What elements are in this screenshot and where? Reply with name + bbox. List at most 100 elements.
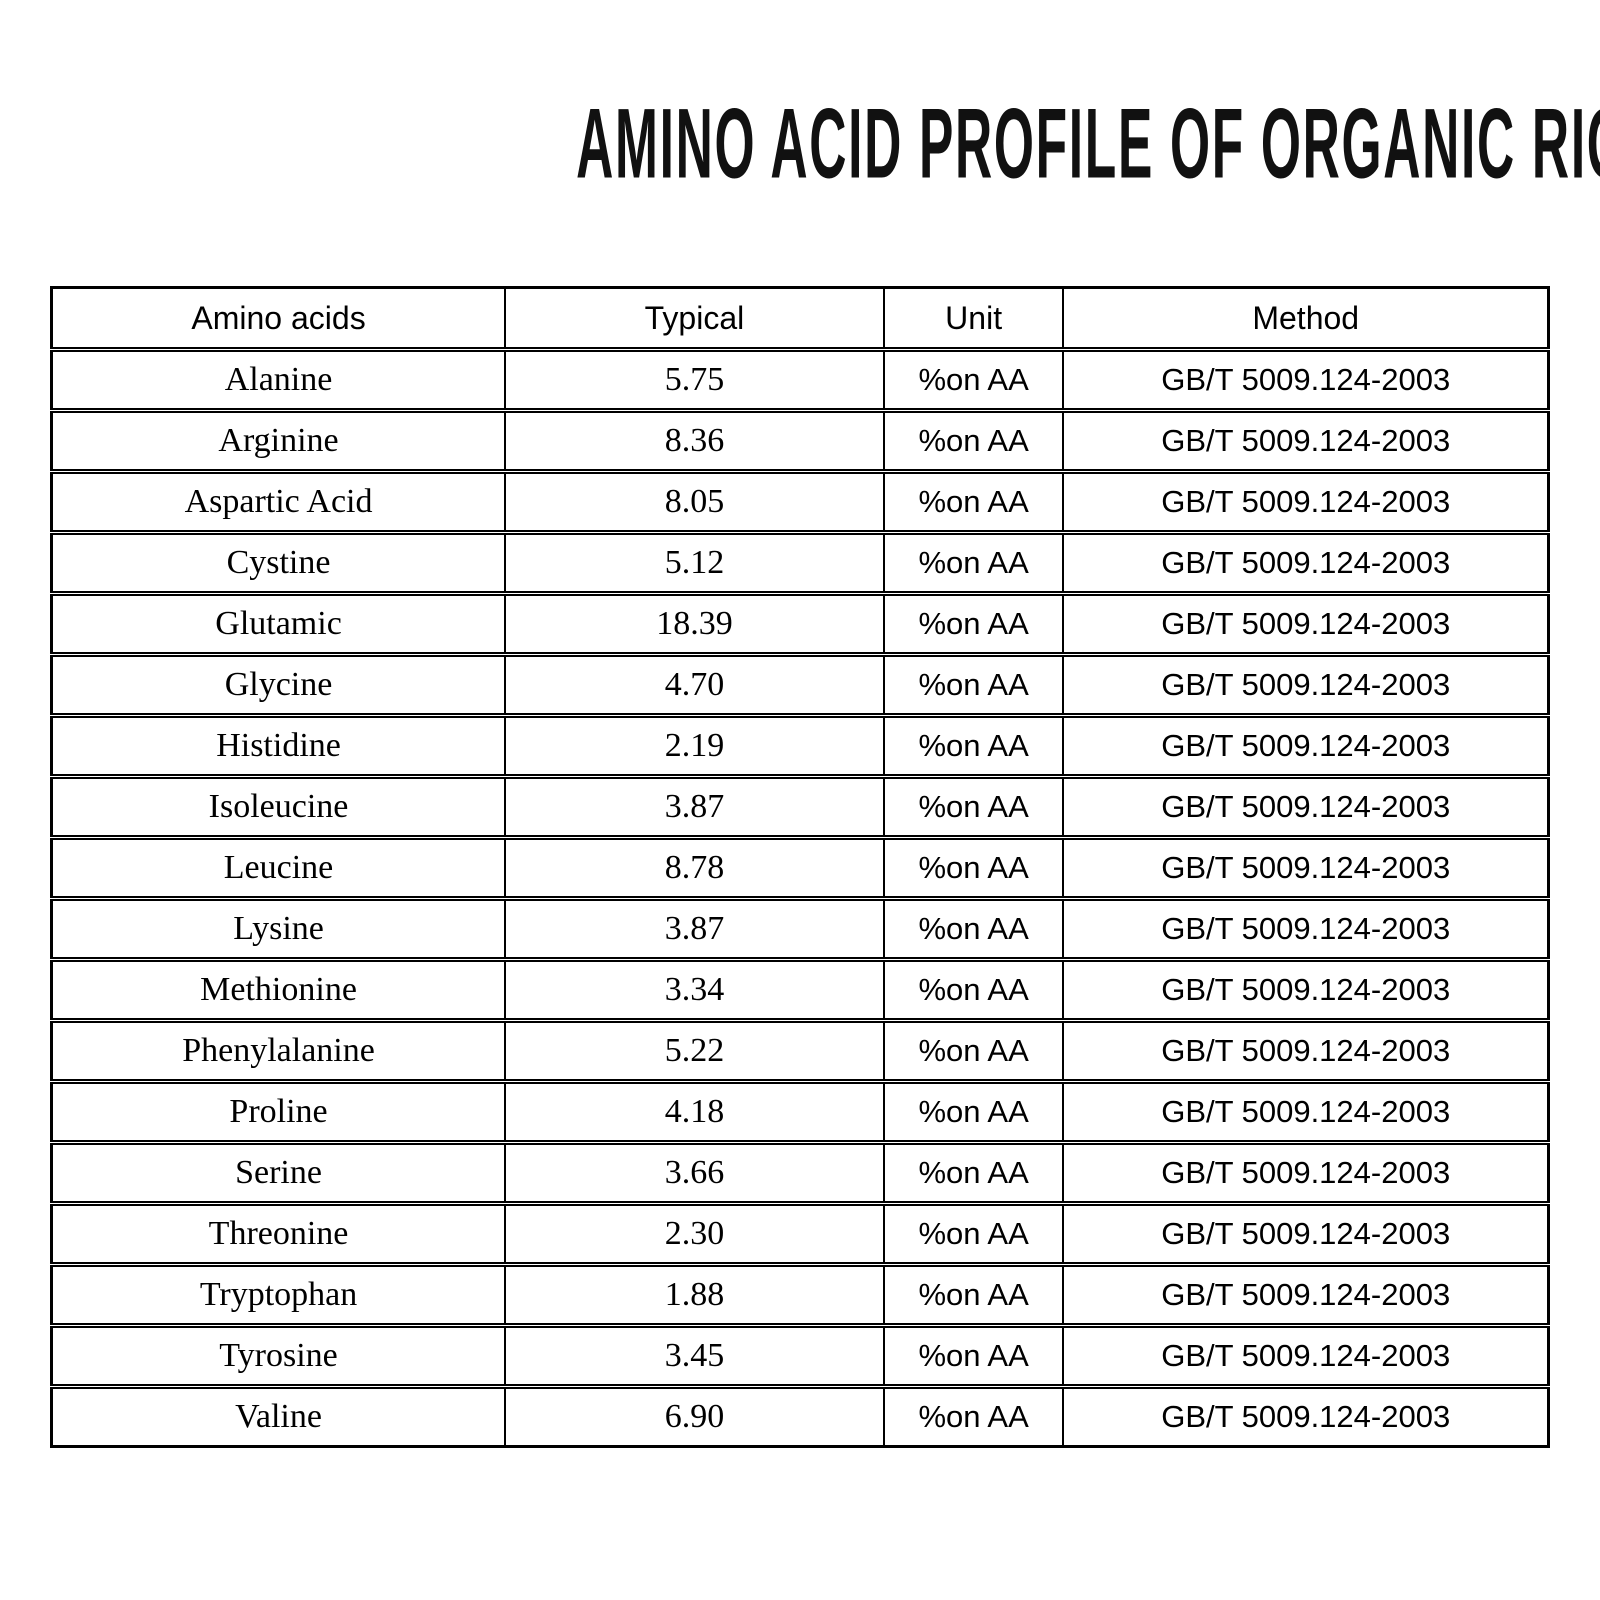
typical-cell: 8.36 [504, 408, 884, 472]
amino-acid-cell: Arginine [50, 408, 506, 472]
column-header-typical: Typical [504, 287, 884, 350]
amino-acid-table: Amino acids Typical Unit Method Alanine 5… [50, 286, 1550, 1448]
table-row: Alanine 5.75 %on AA GB/T 5009.124-2003 [50, 347, 1549, 411]
typical-cell: 5.12 [504, 530, 884, 594]
amino-acid-cell: Leucine [50, 835, 506, 899]
typical-cell: 5.75 [504, 347, 884, 411]
amino-acid-cell: Lysine [50, 896, 506, 960]
typical-cell: 1.88 [504, 1262, 884, 1326]
table-row: Arginine 8.36 %on AA GB/T 5009.124-2003 [50, 408, 1549, 472]
amino-acid-cell: Histidine [50, 713, 506, 777]
unit-cell: %on AA [882, 1140, 1064, 1204]
table-row: Methionine 3.34 %on AA GB/T 5009.124-2003 [50, 957, 1549, 1021]
method-cell: GB/T 5009.124-2003 [1062, 1262, 1549, 1326]
table-row: Cystine 5.12 %on AA GB/T 5009.124-2003 [50, 530, 1549, 594]
unit-cell: %on AA [882, 1018, 1064, 1082]
typical-cell: 6.90 [504, 1384, 884, 1447]
amino-acid-cell: Methionine [50, 957, 506, 1021]
table-body: Alanine 5.75 %on AA GB/T 5009.124-2003 Argin… [50, 347, 1549, 1447]
amino-acid-cell: Cystine [50, 530, 506, 594]
table-row: Valine 6.90 %on AA GB/T 5009.124-2003 [50, 1384, 1549, 1447]
unit-cell: %on AA [882, 1384, 1064, 1447]
table-row: Tryptophan 1.88 %on AA GB/T 5009.124-2003 [50, 1262, 1549, 1326]
unit-cell: %on AA [882, 896, 1064, 960]
column-header-method: Method [1062, 287, 1549, 350]
method-cell: GB/T 5009.124-2003 [1062, 408, 1549, 472]
amino-acid-cell: Phenylalanine [50, 1018, 506, 1082]
unit-cell: %on AA [882, 652, 1064, 716]
amino-acid-cell: Threonine [50, 1201, 506, 1265]
page-title: AMINO ACID PROFILE OF ORGANIC RICE PROTE… [576, 88, 1600, 200]
unit-cell: %on AA [882, 347, 1064, 411]
method-cell: GB/T 5009.124-2003 [1062, 347, 1549, 411]
unit-cell: %on AA [882, 1201, 1064, 1265]
amino-acid-cell: Proline [50, 1079, 506, 1143]
table-row: Aspartic Acid 8.05 %on AA GB/T 5009.124-200… [50, 469, 1549, 533]
typical-cell: 3.87 [504, 774, 884, 838]
amino-acid-cell: Glycine [50, 652, 506, 716]
amino-acid-cell: Aspartic Acid [50, 469, 506, 533]
table-row: Serine 3.66 %on AA GB/T 5009.124-2003 [50, 1140, 1549, 1204]
amino-acid-cell: Valine [50, 1384, 506, 1447]
typical-cell: 3.87 [504, 896, 884, 960]
typical-cell: 5.22 [504, 1018, 884, 1082]
column-header-amino-acids: Amino acids [50, 287, 506, 350]
table-row: Isoleucine 3.87 %on AA GB/T 5009.124-2003 [50, 774, 1549, 838]
unit-cell: %on AA [882, 408, 1064, 472]
method-cell: GB/T 5009.124-2003 [1062, 1201, 1549, 1265]
table-row: Glutamic 18.39 %on AA GB/T 5009.124-2003 [50, 591, 1549, 655]
amino-acid-cell: Alanine [50, 347, 506, 411]
typical-cell: 3.66 [504, 1140, 884, 1204]
method-cell: GB/T 5009.124-2003 [1062, 652, 1549, 716]
typical-cell: 4.70 [504, 652, 884, 716]
amino-acid-cell: Glutamic [50, 591, 506, 655]
unit-cell: %on AA [882, 774, 1064, 838]
typical-cell: 2.19 [504, 713, 884, 777]
amino-acid-cell: Tyrosine [50, 1323, 506, 1387]
typical-cell: 3.34 [504, 957, 884, 1021]
method-cell: GB/T 5009.124-2003 [1062, 1079, 1549, 1143]
unit-cell: %on AA [882, 1262, 1064, 1326]
unit-cell: %on AA [882, 713, 1064, 777]
typical-cell: 8.05 [504, 469, 884, 533]
amino-acid-cell: Isoleucine [50, 774, 506, 838]
typical-cell: 18.39 [504, 591, 884, 655]
table-row: Lysine 3.87 %on AA GB/T 5009.124-2003 [50, 896, 1549, 960]
amino-acid-cell: Serine [50, 1140, 506, 1204]
table-row: Histidine 2.19 %on AA GB/T 5009.124-2003 [50, 713, 1549, 777]
method-cell: GB/T 5009.124-2003 [1062, 469, 1549, 533]
method-cell: GB/T 5009.124-2003 [1062, 896, 1549, 960]
method-cell: GB/T 5009.124-2003 [1062, 591, 1549, 655]
amino-acid-cell: Tryptophan [50, 1262, 506, 1326]
method-cell: GB/T 5009.124-2003 [1062, 713, 1549, 777]
typical-cell: 4.18 [504, 1079, 884, 1143]
table-row: Tyrosine 3.45 %on AA GB/T 5009.124-2003 [50, 1323, 1549, 1387]
method-cell: GB/T 5009.124-2003 [1062, 1018, 1549, 1082]
method-cell: GB/T 5009.124-2003 [1062, 1140, 1549, 1204]
unit-cell: %on AA [882, 530, 1064, 594]
method-cell: GB/T 5009.124-2003 [1062, 774, 1549, 838]
table-row: Threonine 2.30 %on AA GB/T 5009.124-2003 [50, 1201, 1549, 1265]
table-row: Leucine 8.78 %on AA GB/T 5009.124-2003 [50, 835, 1549, 899]
method-cell: GB/T 5009.124-2003 [1062, 835, 1549, 899]
method-cell: GB/T 5009.124-2003 [1062, 1323, 1549, 1387]
typical-cell: 3.45 [504, 1323, 884, 1387]
title-wrap: AMINO ACID PROFILE OF ORGANIC RICE PROTE… [0, 0, 1600, 200]
table-header: Amino acids Typical Unit Method [50, 287, 1549, 350]
table-row: Glycine 4.70 %on AA GB/T 5009.124-2003 [50, 652, 1549, 716]
method-cell: GB/T 5009.124-2003 [1062, 957, 1549, 1021]
unit-cell: %on AA [882, 591, 1064, 655]
unit-cell: %on AA [882, 1079, 1064, 1143]
method-cell: GB/T 5009.124-2003 [1062, 1384, 1549, 1447]
unit-cell: %on AA [882, 835, 1064, 899]
unit-cell: %on AA [882, 469, 1064, 533]
column-header-unit: Unit [882, 287, 1064, 350]
unit-cell: %on AA [882, 957, 1064, 1021]
header-row: Amino acids Typical Unit Method [50, 287, 1549, 350]
typical-cell: 8.78 [504, 835, 884, 899]
typical-cell: 2.30 [504, 1201, 884, 1265]
table-row: Phenylalanine 5.22 %on AA GB/T 5009.124-200… [50, 1018, 1549, 1082]
method-cell: GB/T 5009.124-2003 [1062, 530, 1549, 594]
unit-cell: %on AA [882, 1323, 1064, 1387]
